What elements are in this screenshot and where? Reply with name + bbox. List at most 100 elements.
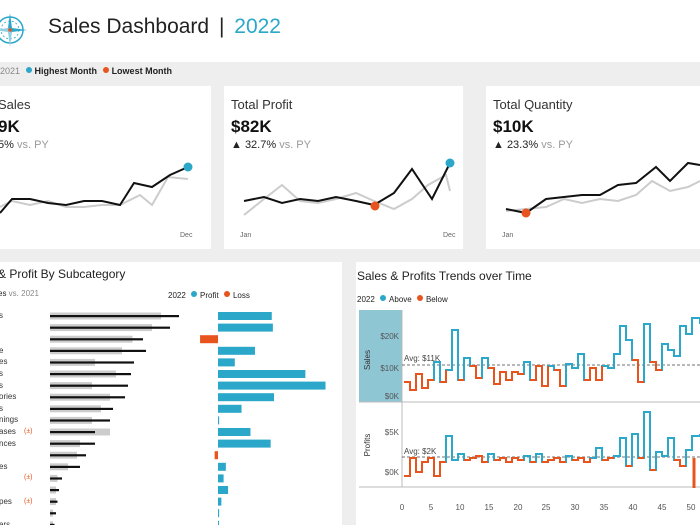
profit-bar xyxy=(218,474,224,483)
above-dot-icon xyxy=(380,295,387,301)
profit-sparkline xyxy=(243,158,455,216)
sales-2022-bar xyxy=(50,384,128,387)
sales-2022-bar xyxy=(50,489,59,492)
x-tick: 35 xyxy=(600,503,609,512)
x-axis-end-label: Dec xyxy=(443,232,456,239)
quantity-sparkline xyxy=(505,161,700,218)
page-title: Sales Dashboard | 2022 xyxy=(48,15,281,39)
profit-bar xyxy=(218,428,251,436)
sales-2022-bar xyxy=(50,338,143,341)
sales-2022-bar xyxy=(50,512,56,515)
x-axis-start-label: Jan xyxy=(240,232,252,239)
lowest-dot-icon xyxy=(102,67,109,73)
sparkline-current xyxy=(505,161,700,215)
kpi-delta-value: ▲ 32.7% xyxy=(231,139,277,151)
loss-flag: (±) xyxy=(24,497,33,505)
subcategory-subtitle: es vs. 2021 xyxy=(0,289,39,298)
subcategory-card[interactable]: & Profit By Subcategory es vs. 2021 2022… xyxy=(0,262,342,525)
x-tick: 15 xyxy=(485,503,494,512)
sparkline-prior xyxy=(243,173,451,216)
sales-2022-bar xyxy=(50,477,62,480)
subtitle-suffix: vs. 2021 xyxy=(6,289,39,298)
x-tick: 45 xyxy=(658,503,667,512)
sales-step-line xyxy=(404,317,700,391)
loss-flag: (±) xyxy=(24,428,33,435)
profit-dot-icon xyxy=(191,291,198,297)
kpi-card-sales[interactable]: Sales 9K 5% vs. PY Dec xyxy=(0,86,211,249)
sales-tick: $0K xyxy=(385,392,400,401)
sales-2021-bar xyxy=(50,521,53,525)
profit-bar xyxy=(218,462,226,471)
profit-bar xyxy=(218,358,235,367)
lowest-point-marker xyxy=(521,208,531,218)
sales-below-segments xyxy=(404,359,662,391)
profit-bar xyxy=(218,346,255,355)
kpi-delta-value: ▲ 23.3% xyxy=(493,139,539,151)
subcategory-label: s xyxy=(0,380,3,390)
profit-bar xyxy=(218,520,219,525)
x-axis-end-label: Dec xyxy=(180,232,193,239)
kpi-delta: ▲ 32.7% vs. PY xyxy=(231,139,311,151)
sales-2022-bar xyxy=(50,407,113,410)
sales-2022-bar xyxy=(50,315,179,318)
kpi-delta-value: 5% xyxy=(0,139,14,151)
kpi-value: $82K xyxy=(231,117,272,136)
header-bar: Sales Dashboard | 2022 xyxy=(0,0,700,62)
trends-chart: Sales Profits $20K $10K $0K $5K $0K Avg:… xyxy=(359,310,700,512)
loss-bar xyxy=(200,335,218,344)
x-tick: 20 xyxy=(514,503,523,512)
month-legend: 2021 Highest Month Lowest Month xyxy=(0,66,172,76)
trends-card[interactable]: Sales & Profits Trends over Time 2022 Ab… xyxy=(356,262,700,525)
sales-tick: $20K xyxy=(380,332,399,341)
sales-avg-label: Avg: $11K xyxy=(404,354,441,363)
subcategory-label: s xyxy=(0,369,3,378)
legend-below: Below xyxy=(425,295,448,304)
legend-profit: Profit xyxy=(200,291,219,300)
legend-highest: Highest Month xyxy=(34,66,98,76)
profits-tick: $0K xyxy=(385,468,400,477)
highest-point-marker xyxy=(445,158,455,168)
legend-loss: Loss xyxy=(232,291,250,300)
subcategory-label: es xyxy=(0,461,8,471)
sales-tick: $10K xyxy=(380,364,399,373)
loss-flag: (±) xyxy=(24,474,33,482)
sparkline-current xyxy=(243,162,451,207)
subcategory-title: & Profit By Subcategory xyxy=(0,267,126,281)
subcategory-label: ories xyxy=(0,392,17,402)
sales-2022-bar xyxy=(50,431,95,434)
subcategory-label: es xyxy=(0,357,8,367)
kpi-value: 9K xyxy=(0,117,20,136)
loss-bar xyxy=(214,451,218,460)
subcategory-label: s xyxy=(0,311,3,320)
kpi-card-profit[interactable]: Total Profit $82K ▲ 32.7% vs. PY Jan Dec xyxy=(224,86,463,249)
subcategory-label: pes xyxy=(0,496,12,506)
legend-lowest: Lowest Month xyxy=(111,66,173,76)
x-axis-start-label: Jan xyxy=(502,232,514,239)
x-tick: 25 xyxy=(542,503,551,512)
x-tick: 50 xyxy=(687,503,696,512)
sales-axis-band xyxy=(359,310,402,402)
profits-tick: $5K xyxy=(385,428,400,437)
sales-2022-bar xyxy=(50,396,125,399)
highest-point-marker xyxy=(183,162,193,172)
profit-bar xyxy=(218,370,306,378)
below-dot-icon xyxy=(416,295,423,301)
profit-bar xyxy=(218,486,229,494)
loss-dot-icon xyxy=(223,291,230,297)
profit-loss-legend: 2022 Profit Loss xyxy=(168,291,250,300)
profit-bar xyxy=(218,381,326,390)
profit-bar xyxy=(218,439,271,448)
title-separator: | xyxy=(218,15,225,38)
profit-bar xyxy=(218,393,274,402)
subcategory-chart xyxy=(50,312,326,525)
kpi-card-quantity[interactable]: Total Quantity $10K ▲ 23.3% vs. PY Jan xyxy=(486,86,700,249)
legend-prefix: 2021 xyxy=(0,66,21,76)
x-tick: 40 xyxy=(629,503,638,512)
subtitle-prefix: es xyxy=(0,289,7,298)
profit-bar xyxy=(218,404,242,413)
highest-dot-icon xyxy=(25,67,32,73)
title-text: Sales Dashboard xyxy=(48,15,210,38)
x-tick: 5 xyxy=(429,503,434,512)
profits-step-line xyxy=(404,411,700,477)
kpi-delta: 5% vs. PY xyxy=(0,139,49,151)
